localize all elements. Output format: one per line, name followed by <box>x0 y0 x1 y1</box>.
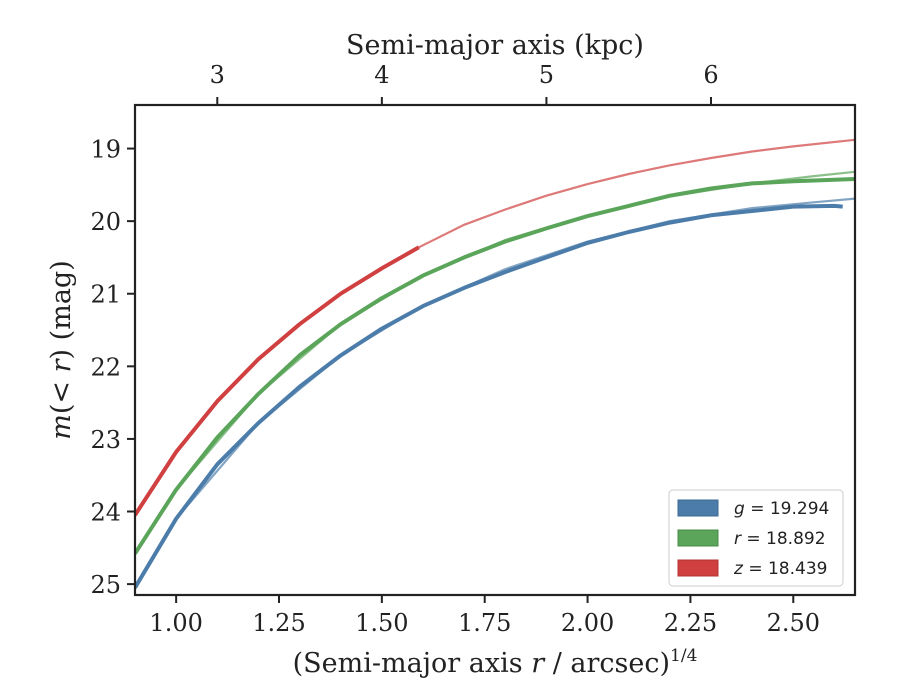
legend-label-z: z = 18.439 <box>733 559 827 579</box>
x-tick-label: 2.25 <box>664 609 717 637</box>
y-tick-label: 25 <box>90 571 121 599</box>
y-axis-label-m: m <box>46 414 77 440</box>
top-tick-label: 6 <box>703 61 718 89</box>
model-line-g <box>135 197 855 589</box>
data-line-z <box>135 245 420 517</box>
y-tick-label: 20 <box>90 208 121 236</box>
top-tick-label: 3 <box>210 61 225 89</box>
plot-frame <box>133 103 857 597</box>
legend-swatch-g <box>677 499 719 517</box>
y-axis-label-r: r <box>46 357 77 372</box>
y-tick-label: 21 <box>90 281 121 309</box>
x-axis-ticks: 1.00 1.25 1.50 1.75 2.00 2.25 2.50 <box>149 595 820 637</box>
x-tick-label: 1.25 <box>252 609 305 637</box>
x-tick-label: 1.75 <box>458 609 511 637</box>
top-axis-ticks: 3 4 5 6 <box>210 61 719 105</box>
x-axis-label: (Semi-major axis r / arcsec)1/4 <box>293 646 698 679</box>
legend-swatch-z <box>677 559 719 577</box>
x-axis-label-exp: 1/4 <box>670 646 697 666</box>
y-axis-label: m(< r) (mag) <box>46 260 77 439</box>
x-axis-label-tail: / arcsec) <box>553 648 670 679</box>
y-tick-label: 22 <box>90 353 121 381</box>
series-layer <box>135 138 855 589</box>
y-tick-label: 24 <box>90 499 121 527</box>
x-axis-label-var: r <box>531 648 546 679</box>
y-tick-label: 19 <box>90 136 121 164</box>
model-line-z <box>418 138 855 249</box>
x-tick-label: 1.00 <box>149 609 202 637</box>
top-tick-label: 5 <box>539 61 554 89</box>
legend-swatch-r <box>677 529 719 547</box>
x-axis-label-main: (Semi-major axis <box>293 648 523 679</box>
legend-label-r: r = 18.892 <box>734 529 826 549</box>
top-tick-label: 4 <box>374 61 389 89</box>
y-axis-label-mid: (< <box>46 372 77 414</box>
legend: g = 19.294 r = 18.892 z = 18.439 <box>668 489 844 587</box>
legend-label-g: g = 19.294 <box>734 499 829 519</box>
top-x-axis-label: Semi-major axis (kpc) <box>346 30 644 61</box>
y-axis-ticks: 19 20 21 22 23 24 25 <box>90 136 135 599</box>
x-tick-label: 2.00 <box>561 609 614 637</box>
x-tick-label: 1.50 <box>355 609 408 637</box>
x-tick-label: 2.50 <box>767 609 820 637</box>
data-line-r <box>135 177 855 555</box>
y-axis-label-tail: ) (mag) <box>46 260 77 359</box>
data-line-g <box>135 203 843 589</box>
y-tick-label: 23 <box>90 426 121 454</box>
